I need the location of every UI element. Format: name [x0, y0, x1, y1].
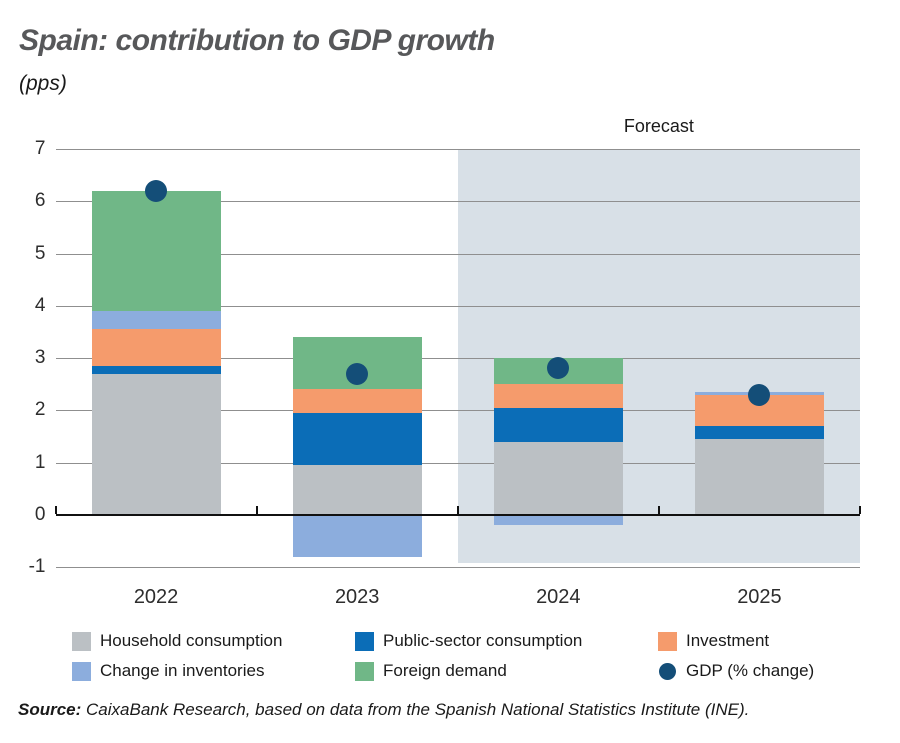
x-axis-tick — [657, 505, 660, 514]
gdp-dot — [748, 383, 771, 406]
gridline — [55, 201, 860, 203]
x-axis-tick — [255, 505, 258, 514]
bar-segment-public — [91, 365, 221, 374]
gridline — [55, 358, 860, 359]
bar-segment-household — [91, 373, 221, 515]
bar-segment-public — [694, 425, 824, 439]
bar-segment-public — [292, 412, 422, 466]
legend-item: Household consumption — [72, 631, 282, 651]
y-axis-tick-label: 7 — [34, 138, 46, 159]
source-note: Source: CaixaBank Research, based on dat… — [18, 700, 749, 720]
bar-segment-household — [292, 465, 422, 515]
legend-label: GDP (% change) — [686, 661, 815, 680]
gdp-dot — [145, 179, 168, 202]
x-axis-category-label: 2025 — [737, 586, 782, 608]
legend-item: Change in inventories — [72, 661, 264, 681]
bar-segment-investment — [292, 389, 422, 413]
y-axis-tick-label: 6 — [34, 190, 46, 212]
gridline — [55, 253, 860, 255]
chart-units-subtitle: (pps) — [19, 72, 67, 95]
legend-square-marker — [658, 631, 677, 651]
y-axis-tick-label: -1 — [28, 556, 46, 577]
legend-label: Investment — [686, 631, 770, 650]
legend-square-marker — [72, 631, 91, 651]
bar-segment-inventories — [493, 514, 623, 526]
bar-segment-inventories — [91, 310, 221, 330]
y-axis-tick-label: 3 — [34, 347, 46, 368]
x-axis-category-label: 2022 — [133, 586, 179, 608]
bar-segment-foreign — [91, 190, 221, 311]
y-axis-tick-label: 4 — [34, 294, 46, 316]
legend-item: Public-sector consumption — [355, 631, 582, 651]
x-axis-category-label: 2023 — [334, 586, 380, 608]
bar-segment-household — [493, 441, 623, 515]
gridline — [55, 462, 860, 464]
bar-segment-household — [694, 438, 824, 515]
gridline — [55, 410, 860, 412]
legend-square-marker — [355, 661, 374, 681]
x-axis-tick — [54, 505, 57, 514]
legend-square-marker — [355, 631, 374, 651]
legend-item: GDP (% change) — [658, 661, 814, 681]
y-axis-tick-label: 5 — [34, 242, 46, 264]
bar-segment-inventories — [292, 514, 422, 557]
gridline — [55, 567, 860, 568]
zero-axis-line — [55, 513, 860, 516]
legend-label: Household consumption — [100, 631, 283, 650]
source-prefix: Source: — [18, 700, 82, 719]
gdp-dot — [547, 357, 570, 380]
legend-label: Foreign demand — [383, 661, 507, 680]
source-text: CaixaBank Research, based on data from t… — [81, 700, 750, 719]
y-axis-tick-label: 0 — [34, 503, 46, 525]
legend-label: Public-sector consumption — [383, 631, 583, 650]
bar-segment-investment — [493, 384, 623, 408]
gridline — [55, 149, 860, 150]
gridline — [55, 305, 860, 307]
legend-label: Change in inventories — [100, 661, 265, 680]
x-axis-tick — [859, 505, 861, 514]
legend-circle-marker — [659, 662, 676, 680]
page-title: Spain: contribution to GDP growth — [19, 24, 495, 57]
bar-segment-public — [493, 407, 623, 442]
legend-item: Foreign demand — [355, 661, 507, 681]
legend-square-marker — [72, 661, 91, 681]
forecast-label: Forecast — [623, 116, 694, 136]
x-axis-category-label: 2024 — [536, 586, 581, 608]
y-axis-tick-label: 1 — [34, 451, 46, 473]
y-axis-tick-label: 2 — [34, 399, 46, 421]
gdp-dot — [346, 362, 369, 385]
x-axis-tick — [456, 505, 459, 514]
legend-item: Investment — [658, 631, 769, 651]
bar-segment-investment — [91, 329, 221, 366]
